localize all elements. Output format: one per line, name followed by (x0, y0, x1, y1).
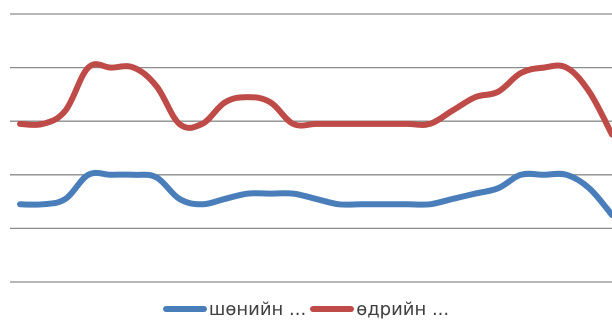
legend-swatch-series-2 (310, 306, 355, 312)
legend-label-series-2: өдрийн ... (356, 298, 450, 320)
legend-swatch-series-1 (162, 306, 207, 312)
legend-item-series-1: шөнийн ... (162, 298, 307, 320)
gridlines (10, 13, 612, 283)
legend-item-series-2: өдрийн ... (310, 299, 449, 320)
series-lines (17, 61, 612, 218)
series-line-2 (17, 61, 612, 138)
line-chart (10, 13, 612, 283)
series-line-1 (17, 169, 612, 218)
legend: шөнийн ... өдрийн ... (0, 296, 612, 322)
legend-label-series-1: шөнийн ... (208, 298, 307, 320)
